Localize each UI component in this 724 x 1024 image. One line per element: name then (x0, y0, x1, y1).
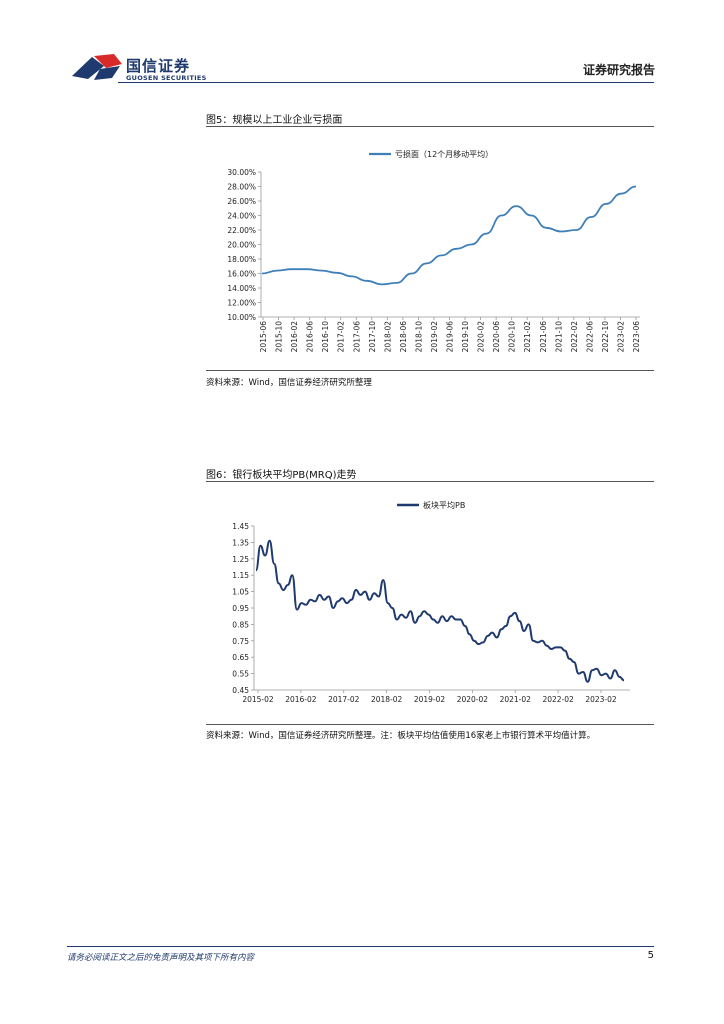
x-tick-label: 2017-06 (352, 321, 361, 353)
x-tick-label: 2019-02 (414, 695, 446, 704)
x-tick-label: 2018-02 (383, 321, 392, 353)
y-tick-label: 16.00% (227, 270, 256, 279)
x-tick-label: 2021-06 (539, 321, 548, 353)
brand-name-en: GUOSEN SECURITIES (126, 74, 207, 82)
header-divider (118, 82, 654, 83)
figure6-bottom-rule (206, 724, 654, 725)
figure5-title: 图5：规模以上工业企业亏损面 (206, 115, 343, 126)
x-tick-label: 2016-02 (290, 321, 299, 353)
x-tick-label: 2015-02 (242, 695, 274, 704)
x-tick-label: 2021-10 (554, 321, 563, 353)
brand-name-cn: 国信证券 (126, 57, 191, 75)
series-line (255, 539, 625, 683)
guosen-logo-icon (72, 54, 122, 80)
x-tick-label: 2015-10 (275, 321, 284, 353)
x-tick-label: 2019-10 (461, 321, 470, 353)
disclaimer-note: 请务必阅读正文之后的免责声明及其项下所有内容 (67, 953, 255, 963)
x-tick-label: 2020-10 (508, 321, 517, 353)
figure5-bottom-rule (206, 370, 654, 371)
legend-label: 板块平均PB (423, 500, 465, 510)
legend-label: 亏损面（12个月移动平均） (395, 149, 493, 159)
x-tick-label: 2022-10 (601, 321, 610, 353)
x-tick-label: 2021-02 (523, 321, 532, 353)
x-tick-label: 2023-02 (616, 321, 625, 353)
y-tick-label: 26.00% (227, 197, 256, 206)
chart-bank-pb: 1.45 1.35 1.25 1.15 1.05 0.95 0.85 0.75 0.65 0.55… (232, 500, 630, 704)
y-tick-label: 30.00% (227, 168, 256, 177)
y-tick-label: 18.00% (227, 255, 256, 264)
x-tick-label: 2023-06 (632, 321, 641, 353)
x-tick-label: 2022-02 (542, 695, 574, 704)
x-tick-label: 2016-06 (306, 321, 315, 353)
y-tick-label: 1.25 (232, 555, 249, 564)
y-tick-label: 14.00% (227, 284, 256, 293)
figure5-source: 资料来源：Wind，国信证券经济研究所整理 (206, 378, 372, 388)
y-tick-label: 0.75 (232, 637, 249, 646)
y-tick-label: 0.55 (232, 670, 249, 679)
x-tick-label: 2018-10 (414, 321, 423, 353)
x-tick-label: 2015-06 (259, 321, 268, 353)
x-tick-label: 2020-02 (477, 321, 486, 353)
x-tick-label: 2016-10 (321, 321, 330, 353)
x-tick-label: 2017-02 (328, 695, 360, 704)
x-tick-label: 2021-02 (500, 695, 532, 704)
x-tick-label: 2019-02 (430, 321, 439, 353)
figure6-title: 图6：银行板块平均PB(MRQ)走势 (206, 470, 357, 481)
footer-divider (67, 946, 654, 947)
x-tick-label: 2022-06 (585, 321, 594, 353)
y-tick-label: 0.45 (232, 686, 249, 695)
x-tick-label: 2017-10 (368, 321, 377, 353)
figure5-top-rule (206, 126, 654, 127)
y-tick-label: 28.00% (227, 183, 256, 192)
x-tick-label: 2017-02 (337, 321, 346, 353)
y-tick-label: 0.65 (232, 653, 249, 662)
x-tick-label: 2022-02 (570, 321, 579, 353)
figure6-source: 资料来源：Wind，国信证券经济研究所整理。注：板块平均估值使用16家老上市银行… (206, 731, 596, 741)
x-tick-label: 2019-06 (446, 321, 455, 353)
y-tick-label: 1.35 (232, 538, 249, 547)
x-tick-label: 2023-02 (585, 695, 617, 704)
y-tick-label: 10.00% (227, 313, 256, 322)
page-number: 5 (647, 950, 654, 961)
x-tick-label: 2020-02 (457, 695, 489, 704)
chart-loss-ratio: 30.00% 28.00% 26.00% 24.00% 22.00% 20.00% 18.0… (227, 149, 641, 353)
y-tick-label: 12.00% (227, 299, 256, 308)
x-tick-label: 2016-02 (285, 695, 317, 704)
x-tick-label: 2018-02 (371, 695, 403, 704)
figure6-top-rule (206, 481, 654, 482)
x-tick-label: 2020-06 (492, 321, 501, 353)
y-tick-label: 24.00% (227, 212, 256, 221)
y-tick-label: 22.00% (227, 226, 256, 235)
report-type-label: 证券研究报告 (582, 63, 655, 77)
y-tick-label: 1.15 (232, 571, 249, 580)
y-tick-label: 1.05 (232, 588, 249, 597)
series-line (261, 185, 637, 286)
x-tick-label: 2018-06 (399, 321, 408, 353)
y-tick-label: 0.85 (232, 620, 249, 629)
y-tick-label: 1.45 (232, 522, 249, 531)
y-tick-label: 20.00% (227, 241, 256, 250)
y-tick-label: 0.95 (232, 604, 249, 613)
